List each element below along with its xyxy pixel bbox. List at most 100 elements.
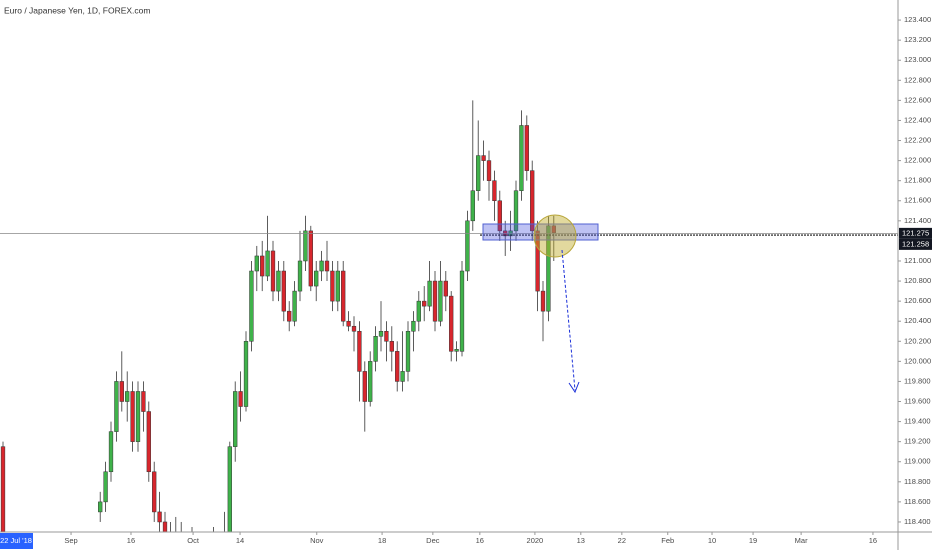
x-tick-label: 19 bbox=[749, 536, 757, 545]
price-label-box bbox=[899, 227, 932, 239]
candle-body bbox=[373, 336, 378, 362]
cursor-label-box bbox=[0, 533, 33, 549]
candle-body bbox=[481, 155, 486, 161]
candle-body bbox=[362, 371, 367, 402]
candle-body bbox=[513, 190, 519, 232]
cursor-label: 22 Jul '18 bbox=[0, 536, 32, 545]
candle-body bbox=[454, 349, 459, 352]
y-tick-label: 123.000 bbox=[904, 55, 931, 64]
candle-body bbox=[238, 391, 243, 407]
candle-body bbox=[114, 381, 119, 432]
candle-body bbox=[395, 351, 400, 382]
candle-body bbox=[411, 320, 416, 332]
x-tick-label: 22 bbox=[618, 536, 626, 545]
y-tick-label: 121.000 bbox=[904, 256, 931, 265]
candle-body bbox=[476, 155, 481, 191]
y-tick-label: 120.600 bbox=[904, 296, 931, 305]
y-tick-label: 120.200 bbox=[904, 336, 931, 345]
x-tick-label: Mar bbox=[795, 536, 808, 545]
y-tick-label: 118.600 bbox=[904, 497, 931, 506]
candle-body bbox=[319, 260, 324, 272]
y-tick-label: 120.000 bbox=[904, 356, 931, 365]
y-tick-label: 120.800 bbox=[904, 276, 931, 285]
y-tick-label: 123.200 bbox=[904, 35, 931, 44]
candle-body bbox=[449, 295, 454, 352]
y-tick-label: 123.400 bbox=[904, 15, 931, 24]
candle-body bbox=[135, 391, 141, 442]
y-tick-label: 119.800 bbox=[904, 376, 931, 385]
candle-body bbox=[416, 300, 421, 322]
candle-body bbox=[0, 446, 6, 532]
y-tick-label: 119.600 bbox=[904, 396, 931, 405]
candle-body bbox=[276, 270, 281, 292]
x-tick-label: Feb bbox=[661, 536, 674, 545]
candle-body bbox=[98, 501, 103, 513]
y-tick-label: 118.400 bbox=[904, 517, 931, 526]
y-tick-label: 121.600 bbox=[904, 196, 931, 205]
price-label: 121.275 bbox=[902, 228, 929, 237]
x-tick-label: 2020 bbox=[527, 536, 544, 545]
candle-body bbox=[108, 431, 114, 473]
candle-body bbox=[227, 446, 232, 532]
y-tick-label: 122.200 bbox=[904, 136, 931, 145]
candle-body bbox=[270, 250, 276, 292]
candle-body bbox=[125, 391, 130, 402]
y-tick-label: 121.400 bbox=[904, 216, 931, 225]
y-tick-label: 122.000 bbox=[904, 156, 931, 165]
candle-body bbox=[530, 170, 535, 232]
price-label: 121.258 bbox=[902, 239, 929, 248]
zone-rectangle bbox=[482, 223, 599, 241]
x-tick-label: 13 bbox=[577, 536, 585, 545]
candle-body bbox=[519, 125, 524, 191]
candle-body bbox=[152, 471, 157, 513]
candle-body bbox=[292, 290, 297, 322]
candle-body bbox=[254, 255, 259, 272]
x-tick-label: 16 bbox=[869, 536, 877, 545]
candle-body bbox=[497, 200, 502, 232]
candle-body bbox=[297, 260, 303, 292]
candle-body bbox=[281, 270, 286, 312]
x-tick-label: 14 bbox=[236, 536, 244, 545]
candle-body bbox=[405, 330, 411, 372]
y-tick-label: 119.000 bbox=[904, 457, 931, 466]
candle-body bbox=[535, 230, 540, 292]
x-tick-label: 10 bbox=[708, 536, 716, 545]
candle-body bbox=[249, 270, 254, 342]
candle-body bbox=[141, 391, 146, 412]
candle-body bbox=[443, 280, 448, 297]
candle-body bbox=[157, 511, 162, 523]
x-tick-label: 18 bbox=[378, 536, 386, 545]
candle-body bbox=[459, 270, 465, 352]
candle-body bbox=[287, 310, 292, 322]
arrow-line bbox=[561, 249, 576, 391]
x-tick-label: Oct bbox=[187, 536, 200, 545]
x-tick-label: Nov bbox=[310, 536, 324, 545]
chart-title: Euro / Japanese Yen, 1D, FOREX.com bbox=[4, 5, 150, 15]
candle-body bbox=[357, 330, 362, 372]
candle-body bbox=[103, 471, 108, 503]
candle-body bbox=[146, 411, 151, 473]
candle-body bbox=[389, 341, 394, 352]
candle-body bbox=[546, 225, 551, 312]
candle-body bbox=[470, 190, 475, 222]
candle-body bbox=[260, 255, 265, 277]
candle-body bbox=[368, 361, 373, 402]
candle-body bbox=[314, 270, 319, 287]
candle-body bbox=[486, 160, 492, 181]
candle-body bbox=[243, 341, 249, 407]
candle-body bbox=[427, 280, 432, 307]
candle-body bbox=[308, 230, 313, 287]
candle-body bbox=[265, 250, 270, 277]
plot-area bbox=[0, 100, 898, 532]
candle-body bbox=[130, 391, 135, 442]
candle-body bbox=[330, 270, 335, 302]
candle-body bbox=[119, 381, 124, 402]
candle-body bbox=[303, 230, 308, 262]
candle-body bbox=[341, 270, 346, 322]
highlight-circle bbox=[533, 214, 577, 258]
x-tick-label: Sep bbox=[64, 536, 77, 545]
candle-body bbox=[351, 325, 357, 332]
